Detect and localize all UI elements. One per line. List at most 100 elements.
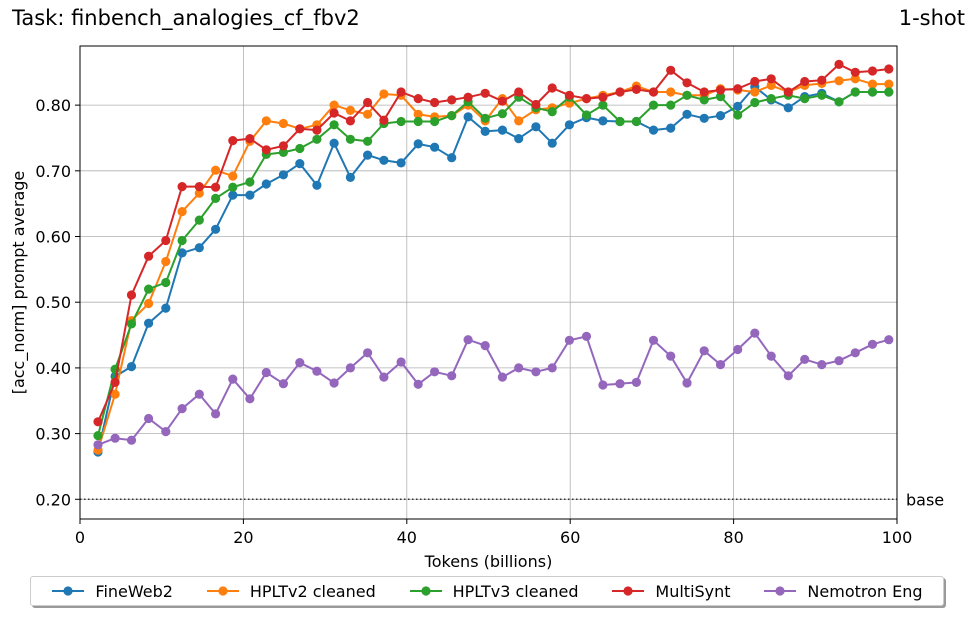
data-point (463, 335, 473, 345)
data-point (295, 159, 305, 169)
data-point (396, 87, 406, 97)
data-point (329, 138, 339, 148)
legend-label: FineWeb2 (95, 581, 173, 601)
series-group (93, 59, 894, 457)
data-point (514, 363, 524, 373)
data-point (817, 75, 827, 85)
data-point (396, 158, 406, 168)
series-nemotron-eng (93, 328, 894, 450)
legend-label: HPLTv2 cleaned (249, 581, 376, 601)
data-point (228, 182, 238, 192)
data-point (783, 87, 793, 97)
data-point (463, 112, 473, 122)
data-point (329, 100, 339, 110)
series-line-hpltv3-cleaned (97, 91, 889, 436)
data-point (379, 89, 389, 99)
legend: FineWeb2 HPLTv2 cleaned HPLTv3 cleaned Mult… (30, 576, 944, 606)
data-point (564, 120, 575, 130)
data-point (126, 319, 137, 329)
data-point (564, 90, 575, 100)
y-axis-label: [acc_norm] prompt average (9, 171, 29, 395)
data-point (447, 111, 457, 121)
data-point (699, 95, 709, 105)
data-point (867, 339, 878, 349)
data-point (161, 303, 171, 313)
data-point (413, 94, 423, 104)
data-point (396, 357, 406, 367)
data-point (261, 116, 271, 126)
data-point (666, 65, 676, 75)
data-point (211, 224, 221, 234)
data-point (666, 123, 676, 133)
data-point (884, 79, 894, 89)
chart-title: Task: finbench_analogies_cf_fbv2 (12, 6, 360, 30)
data-point (497, 372, 507, 382)
data-point (666, 100, 676, 110)
data-point (867, 66, 878, 76)
data-point (144, 284, 154, 294)
data-point (715, 111, 726, 121)
data-point (715, 92, 726, 102)
data-point (93, 431, 103, 441)
data-point (430, 116, 440, 127)
data-point (631, 84, 642, 94)
legend-label: MultiSynt (655, 581, 731, 601)
data-point (329, 378, 339, 388)
data-point (93, 440, 103, 450)
data-point (329, 120, 339, 130)
legend-marker-icon (206, 586, 239, 596)
data-point (413, 116, 423, 127)
data-point (228, 190, 238, 200)
data-point (278, 379, 288, 389)
data-point (648, 335, 659, 345)
data-point (531, 122, 541, 132)
data-point (766, 74, 776, 84)
data-point (615, 379, 625, 389)
data-point (766, 351, 776, 361)
legend-label: Nemotron Eng (807, 581, 923, 601)
x-tick-label: 0 (75, 528, 85, 547)
data-point (177, 248, 187, 258)
data-point (447, 153, 457, 163)
data-point (834, 97, 844, 107)
data-point (312, 180, 322, 190)
data-point (631, 116, 642, 127)
data-point (93, 417, 103, 427)
data-point (295, 358, 305, 368)
data-point (295, 143, 305, 154)
data-point (413, 139, 423, 149)
data-point (379, 115, 389, 125)
data-point (413, 379, 423, 389)
data-point (834, 356, 844, 366)
y-tick-label: 0.20 (35, 490, 71, 509)
data-point (598, 100, 608, 110)
legend-label: HPLTv3 cleaned (452, 581, 579, 601)
data-point (211, 165, 221, 175)
data-point (615, 116, 625, 127)
data-point (177, 182, 187, 192)
data-point (278, 147, 288, 157)
data-point (312, 366, 322, 376)
data-point (682, 90, 692, 100)
data-point (110, 377, 120, 387)
data-point (363, 348, 373, 358)
x-tick-label: 100 (882, 528, 913, 547)
data-point (581, 110, 592, 120)
data-point (363, 136, 373, 146)
data-point (228, 171, 238, 181)
data-point (682, 78, 692, 88)
data-point (144, 298, 154, 309)
data-point (750, 97, 760, 108)
data-point (194, 389, 204, 399)
y-tick-label: 0.40 (35, 359, 71, 378)
data-point (110, 389, 120, 399)
data-point (783, 103, 793, 113)
y-tick-label: 0.30 (35, 425, 71, 444)
data-point (211, 409, 221, 419)
data-point (497, 96, 507, 106)
data-point (514, 87, 524, 97)
data-point (715, 360, 726, 370)
data-point (817, 360, 827, 370)
data-point (177, 235, 187, 246)
data-point (245, 394, 255, 404)
